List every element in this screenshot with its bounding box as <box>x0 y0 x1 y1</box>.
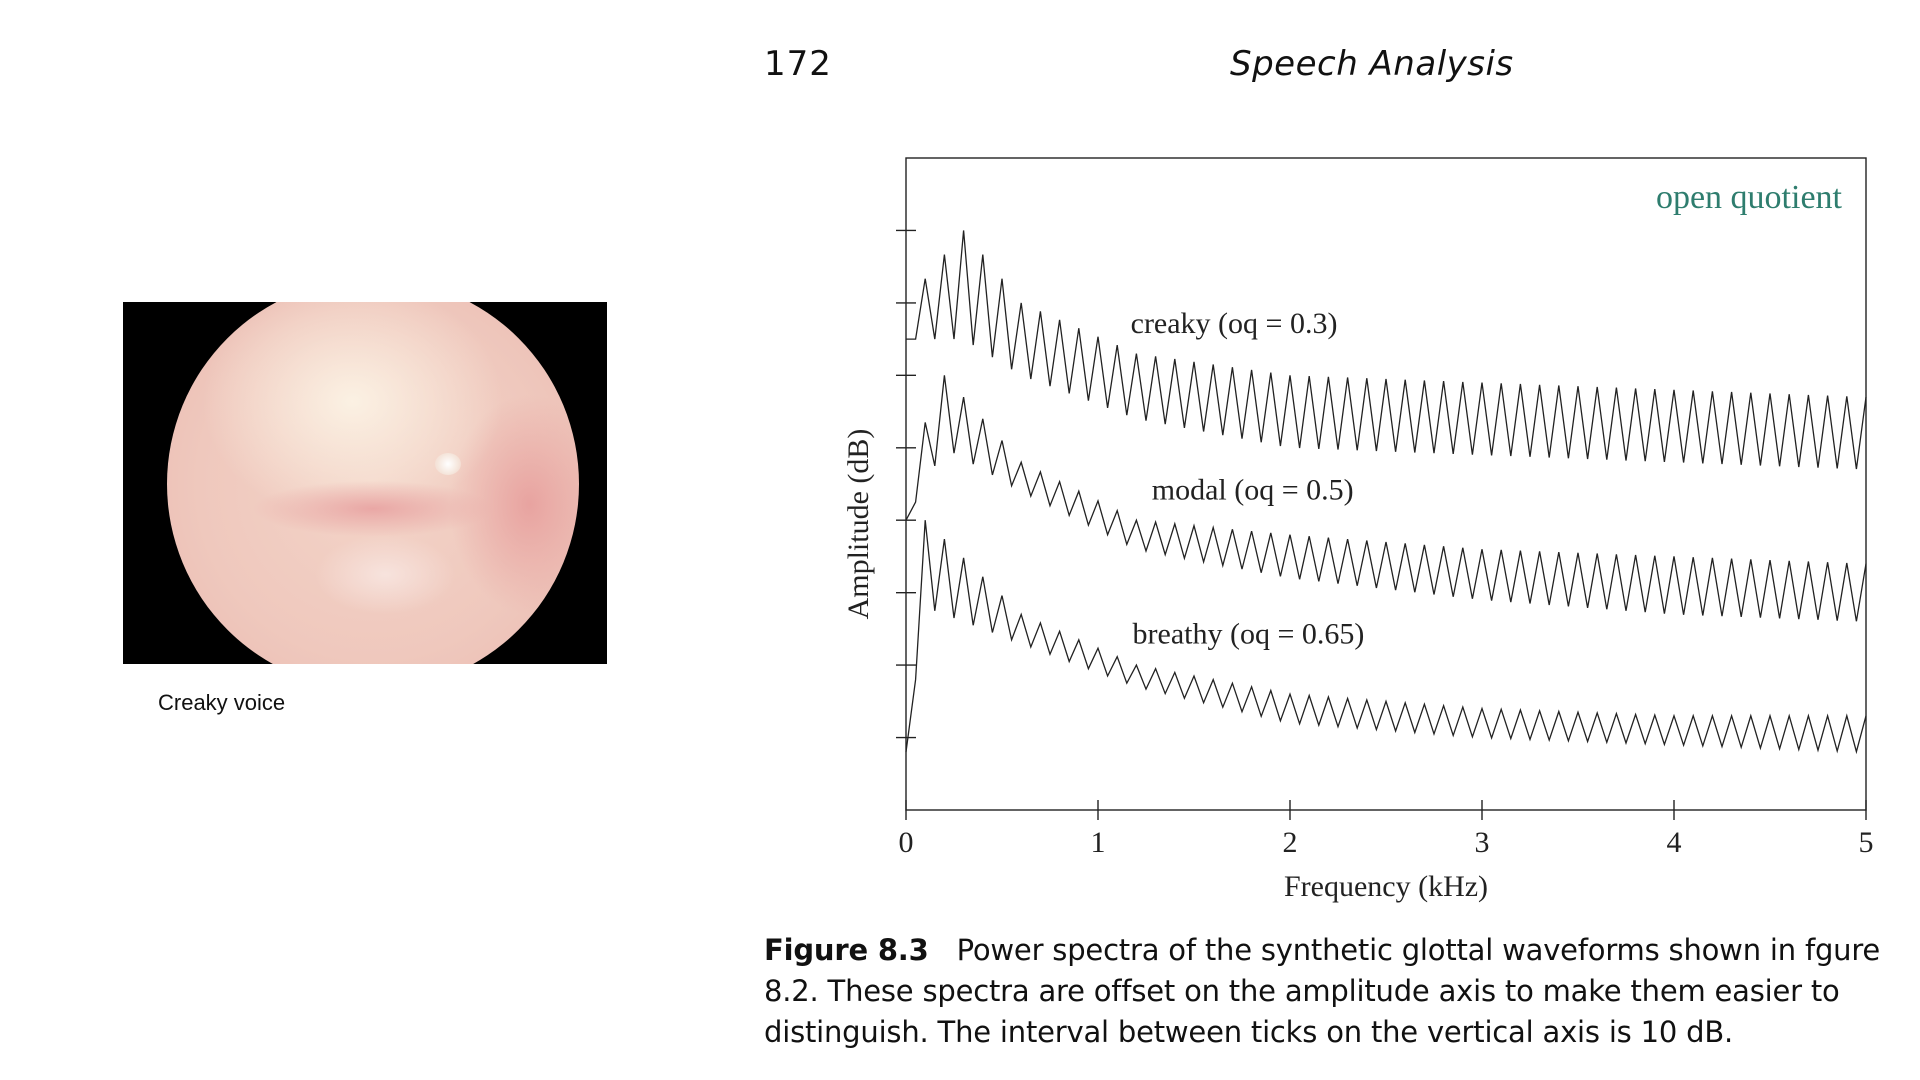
x-tick-label-4: 4 <box>1667 826 1682 859</box>
figure-caption: Figure 8.3 Power spectra of the synthetic… <box>764 930 1904 1053</box>
x-tick-label-0: 0 <box>899 826 914 859</box>
x-tick-label-5: 5 <box>1859 826 1874 859</box>
plot-frame <box>905 157 1867 811</box>
figure-caption-text: Power spectra of the synthetic glottal w… <box>764 933 1881 1049</box>
page-number: 172 <box>764 44 832 84</box>
open-quotient-annotation: open quotient <box>1656 179 1843 216</box>
power-spectra-chart: 0 1 2 3 4 5 Frequency (kHz) Amplitude (dB) open … <box>842 157 1874 903</box>
running-title: Speech Analysis <box>1230 44 1514 84</box>
series-line-1 <box>905 375 1867 622</box>
series-label-0: creaky (oq = 0.3) <box>1131 307 1338 340</box>
x-axis-label: Frequency (kHz) <box>1284 870 1488 903</box>
series-line-2 <box>905 520 1867 755</box>
series-label-1: modal (oq = 0.5) <box>1152 474 1354 507</box>
vocal-folds-image <box>167 302 579 664</box>
x-tick-label-2: 2 <box>1283 826 1298 859</box>
series-line-0 <box>906 230 1867 470</box>
y-axis-label: Amplitude (dB) <box>842 429 875 620</box>
series-label-2: breathy (oq = 0.65) <box>1133 617 1365 650</box>
x-tick-label-3: 3 <box>1475 826 1490 859</box>
laryngoscope-photo <box>123 302 607 664</box>
x-tick-label-1: 1 <box>1091 826 1106 859</box>
photo-highlight <box>435 453 461 475</box>
figure-label: Figure 8.3 <box>764 933 929 967</box>
photo-caption: Creaky voice <box>158 690 286 715</box>
